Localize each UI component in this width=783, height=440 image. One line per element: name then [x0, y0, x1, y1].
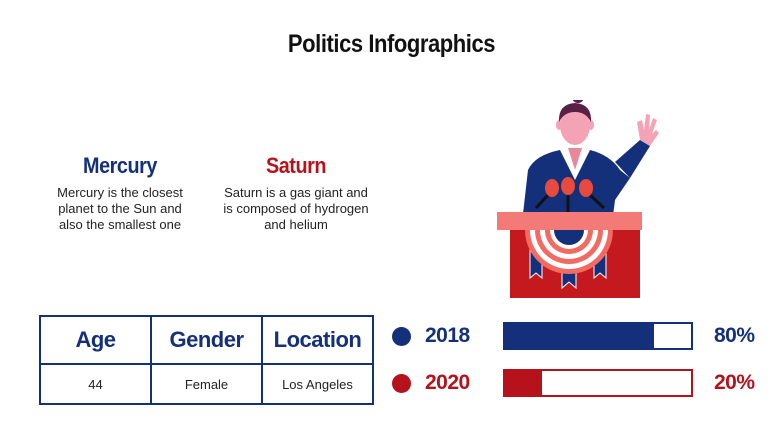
saturn-description: Saturn is a gas giant and is composed of…: [206, 185, 386, 233]
bar-year: 2020: [425, 371, 470, 394]
header-location: Location: [261, 315, 374, 365]
desc-line: and helium: [264, 217, 328, 232]
legend-dot-icon: [392, 326, 411, 346]
profile-table: Age Gender Location 44 Female Los Angele…: [39, 315, 374, 405]
desc-line: Mercury is the closest: [57, 185, 183, 200]
page-title: Politics Infographics: [287, 30, 496, 58]
politician-podium-icon: [497, 100, 659, 298]
desc-line: Saturn is a gas giant and: [224, 185, 368, 200]
progress-fill: [505, 324, 654, 348]
bar-percent: 80%: [714, 324, 755, 347]
progress-bar: [503, 322, 693, 350]
desc-line: is composed of hydrogen: [223, 201, 369, 216]
bar-row-2020: 2020 20%: [392, 367, 755, 399]
desc-line: planet to the Sun and: [58, 201, 182, 216]
header-gender: Gender: [150, 315, 263, 365]
mercury-heading: Mercury: [83, 153, 157, 178]
table-header-row: Age Gender Location: [39, 315, 374, 365]
mercury-description: Mercury is the closest planet to the Sun…: [30, 185, 210, 233]
desc-line: also the smallest one: [58, 217, 182, 232]
mercury-block: Mercury Mercury is the closest planet to…: [30, 153, 210, 233]
bar-row-2018: 2018 80%: [392, 320, 755, 352]
legend-dot-icon: [392, 373, 411, 393]
cell-gender: Female: [150, 363, 263, 405]
saturn-block: Saturn Saturn is a gas giant and is comp…: [206, 153, 386, 233]
progress-bar: [503, 369, 693, 397]
progress-fill: [505, 371, 543, 395]
header-age: Age: [39, 315, 152, 365]
cell-age: 44: [39, 363, 152, 405]
saturn-heading: Saturn: [265, 153, 327, 178]
bar-percent: 20%: [714, 371, 755, 394]
cell-location: Los Angeles: [261, 363, 374, 405]
bar-year: 2018: [425, 324, 470, 347]
table-row: 44 Female Los Angeles: [39, 363, 374, 405]
